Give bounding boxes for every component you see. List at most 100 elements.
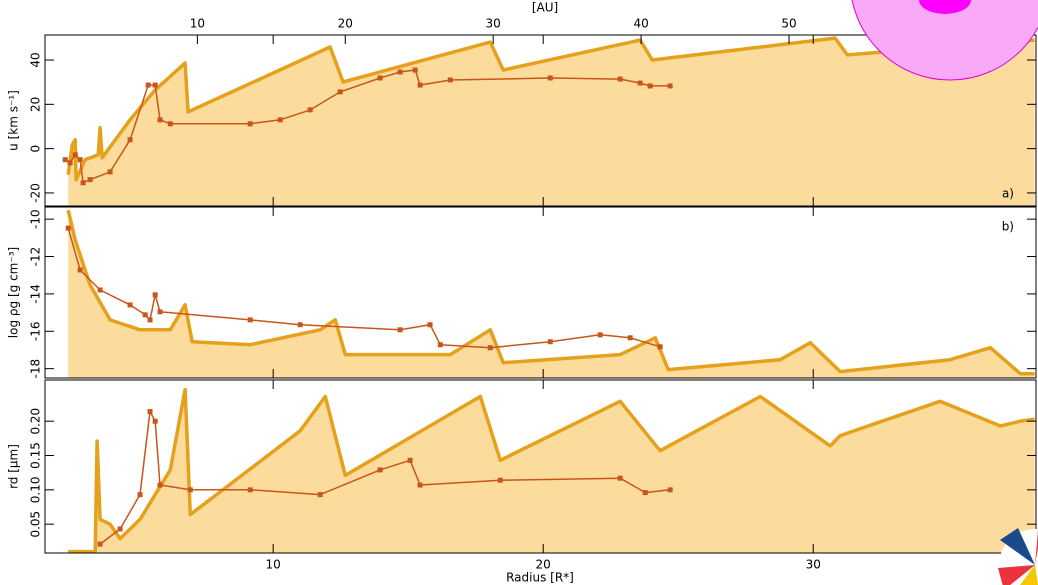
- marker: [87, 177, 93, 183]
- panel-label: a): [1002, 187, 1014, 201]
- marker: [152, 292, 158, 298]
- marker: [407, 457, 413, 463]
- marker: [65, 225, 71, 231]
- area: [68, 38, 1035, 206]
- marker: [447, 77, 453, 83]
- y-axis-label: rd [µm]: [7, 444, 21, 489]
- y-tick-label: -10: [29, 209, 43, 229]
- x2-tick-label: 30: [486, 17, 501, 31]
- marker: [667, 83, 673, 89]
- plots: -20 0 20 40 u [km s⁻¹] a) -18 -16 -14 -12 -10 log ρ…: [7, 17, 1037, 572]
- marker: [187, 487, 193, 493]
- marker: [377, 75, 383, 81]
- panel-label: b): [1002, 220, 1014, 234]
- y-tick-label: 0.15: [29, 442, 43, 469]
- marker: [72, 152, 78, 158]
- marker: [547, 339, 553, 345]
- marker: [437, 342, 443, 348]
- x2-tick-label: 20: [338, 17, 353, 31]
- panel-frame: [44, 379, 1037, 554]
- marker: [107, 169, 113, 175]
- marker: [167, 121, 173, 127]
- y-tick-label: -16: [29, 321, 43, 341]
- marker: [307, 107, 313, 113]
- series-line: [66, 36, 1035, 182]
- marker: [397, 327, 403, 333]
- marker: [77, 157, 83, 163]
- marker: [637, 80, 643, 86]
- logo-wedge: [1000, 528, 1035, 565]
- y-tick-label: 0: [29, 145, 43, 153]
- y-tick-label: -12: [29, 247, 43, 267]
- marker: [147, 409, 153, 415]
- marker: [317, 492, 323, 498]
- marker: [627, 335, 633, 341]
- marker: [277, 117, 283, 123]
- panel-frame: [44, 34, 1037, 207]
- logo-wedge: [1035, 530, 1038, 565]
- series-line: [68, 387, 1035, 553]
- logo-wedge: [1020, 565, 1038, 585]
- x2-axis-label: [AU]: [532, 1, 558, 15]
- area: [68, 389, 1035, 553]
- marker: [77, 267, 83, 273]
- overlay-dot: [919, 0, 971, 14]
- y-axis-label: log ρg [g cm⁻³]: [7, 247, 21, 338]
- marker: [127, 302, 133, 308]
- marker: [297, 322, 303, 328]
- x2-tick-label: 10: [190, 17, 205, 31]
- series-line: [67, 227, 661, 349]
- marker: [247, 121, 253, 127]
- marker: [417, 482, 423, 488]
- y-tick-label: 40: [29, 52, 43, 67]
- x-tick-label: 20: [536, 558, 551, 572]
- marker: [117, 526, 123, 532]
- y-tick-label: -20: [29, 183, 43, 203]
- y-tick-label: 0.05: [29, 511, 43, 538]
- marker: [145, 82, 151, 88]
- marker: [152, 82, 158, 88]
- marker: [497, 477, 503, 483]
- marker: [617, 475, 623, 481]
- marker: [62, 157, 68, 163]
- marker: [337, 89, 343, 95]
- x2-tick-label: 40: [633, 17, 648, 31]
- x-tick-label: 10: [266, 558, 281, 572]
- panel: [62, 36, 1035, 206]
- logo: [998, 528, 1038, 585]
- marker: [127, 137, 133, 143]
- marker: [647, 83, 653, 89]
- marker: [547, 75, 553, 81]
- overlay-circle: [851, 0, 1038, 81]
- decoration: [851, 0, 1038, 585]
- marker: [427, 322, 433, 328]
- panel: [65, 209, 1035, 378]
- marker: [597, 332, 603, 338]
- area: [68, 210, 1035, 378]
- marker: [97, 541, 103, 547]
- marker: [377, 467, 383, 473]
- marker: [487, 345, 493, 351]
- marker: [157, 482, 163, 488]
- marker: [147, 317, 153, 323]
- series-line: [99, 410, 671, 545]
- x-tick-label: 30: [806, 558, 821, 572]
- marker: [152, 418, 158, 424]
- y-tick-label: -14: [29, 284, 43, 304]
- series-line: [66, 209, 1035, 376]
- marker: [67, 160, 73, 166]
- x2-tick-label: 50: [781, 17, 796, 31]
- marker: [417, 82, 423, 88]
- y-tick-label: 0.10: [29, 476, 43, 503]
- marker: [617, 76, 623, 82]
- y-tick-label: 20: [28, 97, 42, 112]
- marker: [157, 117, 163, 123]
- marker: [137, 492, 143, 498]
- marker: [247, 317, 253, 323]
- x-axis-label: Radius [R*]: [506, 571, 574, 585]
- marker: [80, 180, 86, 186]
- panel-frame: [44, 206, 1037, 379]
- marker: [157, 309, 163, 315]
- panel: [68, 387, 1035, 553]
